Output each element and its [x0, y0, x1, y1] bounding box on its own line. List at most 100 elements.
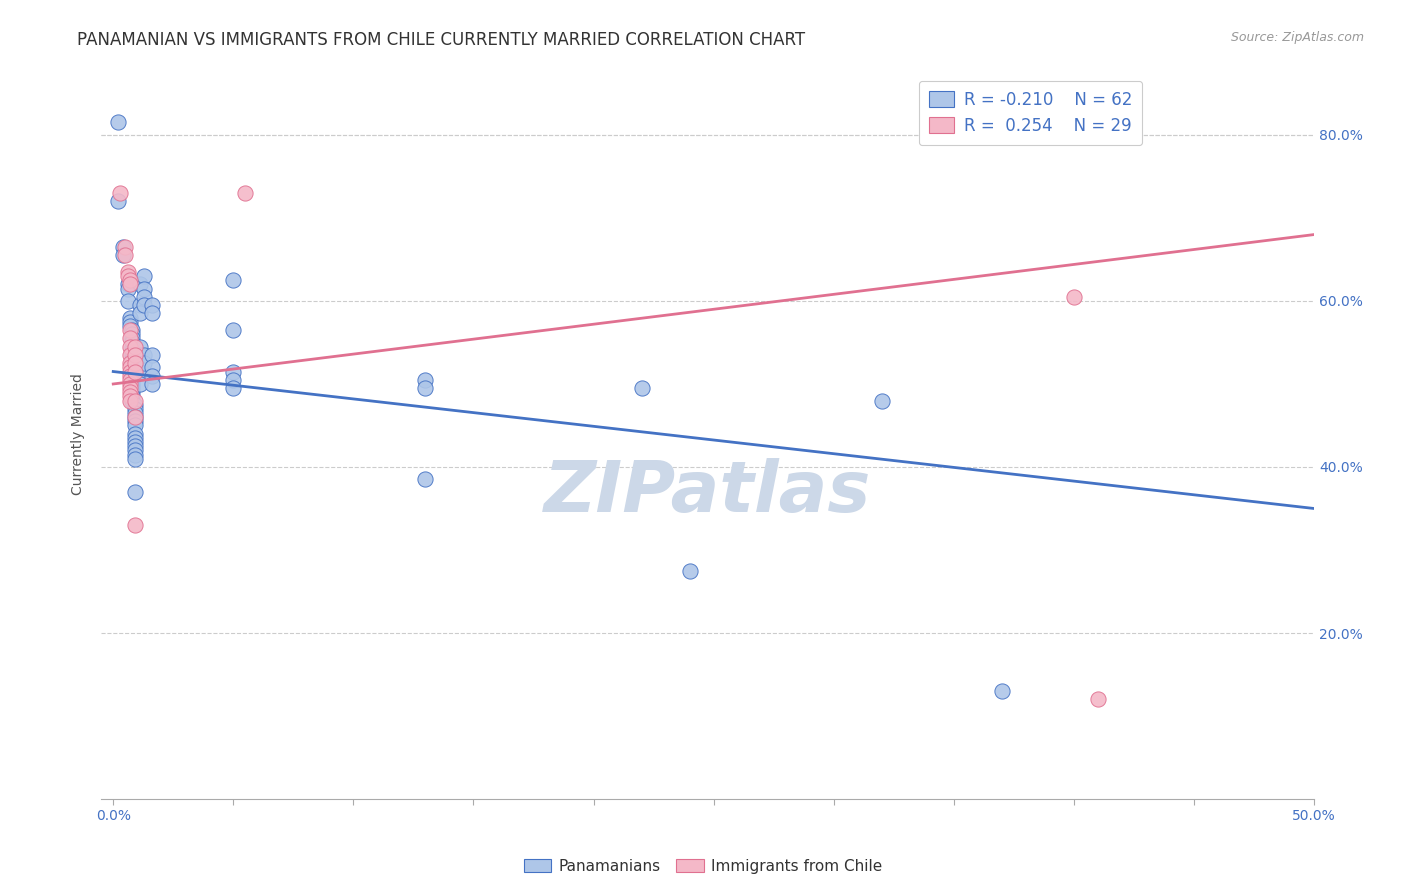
- Point: [111, 240, 134, 254]
- Point: [118, 373, 141, 387]
- Point: [118, 310, 141, 325]
- Text: Source: ZipAtlas.com: Source: ZipAtlas.com: [1230, 31, 1364, 45]
- Point: [117, 281, 139, 295]
- Point: [222, 381, 245, 395]
- Point: [118, 393, 141, 408]
- Point: [124, 410, 146, 425]
- Point: [117, 277, 139, 292]
- Point: [124, 431, 146, 445]
- Point: [118, 389, 141, 403]
- Point: [121, 327, 143, 342]
- Point: [118, 323, 141, 337]
- Point: [117, 265, 139, 279]
- Point: [128, 376, 150, 391]
- Point: [121, 335, 143, 350]
- Point: [124, 401, 146, 416]
- Point: [121, 340, 143, 354]
- Point: [134, 356, 156, 370]
- Point: [118, 331, 141, 345]
- Point: [222, 365, 245, 379]
- Point: [121, 352, 143, 367]
- Point: [870, 393, 893, 408]
- Point: [124, 365, 146, 379]
- Point: [124, 451, 146, 466]
- Point: [124, 518, 146, 533]
- Point: [124, 410, 146, 425]
- Point: [679, 564, 702, 578]
- Legend: R = -0.210    N = 62, R =  0.254    N = 29: R = -0.210 N = 62, R = 0.254 N = 29: [918, 80, 1142, 145]
- Point: [134, 298, 156, 312]
- Point: [222, 273, 245, 287]
- Point: [118, 315, 141, 329]
- Point: [124, 448, 146, 462]
- Point: [121, 323, 143, 337]
- Point: [124, 435, 146, 450]
- Point: [233, 186, 256, 200]
- Point: [630, 381, 652, 395]
- Point: [134, 290, 156, 304]
- Point: [118, 356, 141, 370]
- Point: [121, 365, 143, 379]
- Point: [114, 240, 136, 254]
- Point: [118, 340, 141, 354]
- Point: [415, 373, 437, 387]
- Point: [141, 376, 163, 391]
- Point: [118, 277, 141, 292]
- Point: [415, 473, 437, 487]
- Point: [128, 340, 150, 354]
- Point: [121, 393, 143, 408]
- Point: [141, 368, 163, 383]
- Point: [107, 115, 129, 129]
- Point: [117, 268, 139, 283]
- Point: [124, 398, 146, 412]
- Point: [124, 348, 146, 362]
- Point: [121, 356, 143, 370]
- Point: [124, 439, 146, 453]
- Point: [134, 268, 156, 283]
- Point: [121, 385, 143, 400]
- Point: [118, 381, 141, 395]
- Point: [124, 418, 146, 433]
- Point: [124, 340, 146, 354]
- Point: [121, 348, 143, 362]
- Point: [107, 194, 129, 209]
- Legend: Panamanians, Immigrants from Chile: Panamanians, Immigrants from Chile: [517, 853, 889, 880]
- Point: [118, 368, 141, 383]
- Point: [128, 348, 150, 362]
- Point: [128, 360, 150, 375]
- Point: [110, 186, 132, 200]
- Point: [124, 414, 146, 428]
- Point: [222, 373, 245, 387]
- Point: [128, 298, 150, 312]
- Point: [118, 273, 141, 287]
- Point: [121, 389, 143, 403]
- Point: [134, 348, 156, 362]
- Point: [118, 348, 141, 362]
- Point: [114, 248, 136, 262]
- Point: [124, 484, 146, 499]
- Point: [222, 323, 245, 337]
- Point: [118, 318, 141, 333]
- Point: [124, 393, 146, 408]
- Point: [128, 277, 150, 292]
- Point: [141, 298, 163, 312]
- Point: [124, 443, 146, 458]
- Point: [124, 356, 146, 370]
- Point: [124, 426, 146, 441]
- Point: [118, 385, 141, 400]
- Point: [1087, 692, 1109, 706]
- Point: [118, 360, 141, 375]
- Point: [121, 373, 143, 387]
- Y-axis label: Currently Married: Currently Married: [72, 373, 86, 495]
- Point: [991, 684, 1014, 698]
- Point: [128, 365, 150, 379]
- Point: [1063, 290, 1085, 304]
- Point: [141, 306, 163, 320]
- Point: [121, 381, 143, 395]
- Point: [121, 343, 143, 358]
- Point: [121, 368, 143, 383]
- Point: [124, 406, 146, 420]
- Point: [415, 381, 437, 395]
- Point: [121, 360, 143, 375]
- Point: [134, 281, 156, 295]
